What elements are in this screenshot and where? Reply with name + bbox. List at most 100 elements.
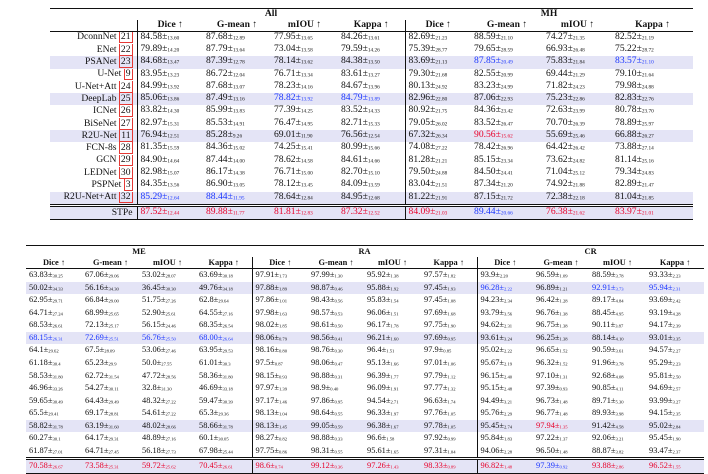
metric-std: 3.78 xyxy=(615,361,624,367)
metric-cell: 96.59±1.09 xyxy=(536,270,568,280)
metric-mean: 79.34 xyxy=(615,167,637,178)
table-row: BiSeNet 27 82.97±15.31 85.53±14.91 76.47±14… xyxy=(50,117,693,131)
metric-std: 1.74 xyxy=(447,399,456,405)
metric-std: 0.50 xyxy=(334,323,343,329)
metric-mean: 78.89 xyxy=(615,117,637,128)
metric-mean: 83.97 xyxy=(615,205,637,217)
metric-mean: 96.38 xyxy=(367,420,386,430)
metric-cell: 78.62±14.58 xyxy=(274,154,313,165)
metric-std: 24.88 xyxy=(435,170,448,177)
metric-cell: 78.14±13.62 xyxy=(271,56,338,69)
metric-std: 29.71 xyxy=(52,298,63,304)
metric-std: 2.22 xyxy=(504,286,513,292)
metric-cell: 97.45±1.93 xyxy=(421,281,478,295)
metric-mean: 95.76 xyxy=(480,408,500,418)
metric-cell: 85.29±12.64 xyxy=(137,191,203,206)
metric-std: 0.93 xyxy=(278,374,288,380)
metric-cell: 95.81±2.50 xyxy=(649,370,681,380)
column-header: mIOU ↑ xyxy=(377,258,408,268)
metric-std: 1.30 xyxy=(334,273,343,279)
metric-cell: 83.23±24.99 xyxy=(474,80,513,91)
metric-mean: 93.47 xyxy=(649,445,668,455)
method-name-cell: PSANet 23 xyxy=(50,56,138,69)
metric-std: 21.35 xyxy=(572,35,585,42)
metric-mean: 96.33 xyxy=(367,408,386,418)
metric-std: 21.13 xyxy=(435,59,448,66)
metric-mean: 59.65 xyxy=(29,395,48,405)
metric-cell: 73.04±13.58 xyxy=(274,43,313,54)
metric-cell: 47.72±28.56 xyxy=(142,370,176,380)
metric-cell: 78.89±25.97 xyxy=(615,117,654,128)
metric-cell: 89.88±11.77 xyxy=(203,205,271,220)
metric-cell: 68.00±26.64 xyxy=(196,331,253,345)
metric-std: 24.88 xyxy=(641,84,654,91)
metric-mean: 87.79 xyxy=(206,43,228,54)
metric-cell: 72.69±25.51 xyxy=(82,331,139,345)
metric-cell: 63.95±29.53 xyxy=(196,344,253,358)
table-row: DconnNet 21 84.58±13.60 87.68±12.89 77.95±1… xyxy=(50,31,693,44)
metric-cell: 98.33±0.89 xyxy=(421,458,478,474)
metric-std: 4.28 xyxy=(672,311,681,317)
table-body: DconnNet 21 84.58±13.60 87.68±12.89 77.95±1… xyxy=(50,31,694,220)
table-row: 58.82±31.78 63.19±31.60 48.02±28.66 58.66±3… xyxy=(26,419,705,433)
metric-cell: 95.02±2.22 xyxy=(480,345,513,355)
metric-mean: 79.59 xyxy=(341,43,363,54)
metric-mean: 76.94 xyxy=(140,130,163,141)
metric-std: 12.54 xyxy=(367,133,380,140)
metric-mean: 83.04 xyxy=(408,179,431,190)
metric-mean: 52.90 xyxy=(142,307,161,317)
metric-cell: 73.88±27.14 xyxy=(615,142,654,153)
metric-mean: 96.6 xyxy=(367,433,382,443)
metric-mean: 46.96 xyxy=(29,383,48,393)
metric-mean: 78.42 xyxy=(474,142,496,153)
metric-cell: 92.91±3.73 xyxy=(589,281,647,295)
metric-std: 1.46 xyxy=(278,399,288,405)
metric-cell: 76.47±14.95 xyxy=(274,117,313,128)
metric-std: 4.84 xyxy=(615,298,624,304)
method-name-cell: DeepLab 25 xyxy=(50,93,138,106)
metric-mean: 75.22 xyxy=(615,43,637,54)
metric-mean: 87.52 xyxy=(140,205,163,217)
metric-std: 13.62 xyxy=(300,59,313,66)
metric-mean: 84.38 xyxy=(341,56,363,67)
metric-cell: 97.9±0.85 xyxy=(421,344,478,358)
metric-cell: 97.10±1.31 xyxy=(536,370,568,380)
metric-mean: 93.69 xyxy=(649,295,668,305)
table-row: 58.53±31.80 62.72±31.54 47.72±28.56 58.36±3… xyxy=(26,369,704,383)
metric-std: 13.34 xyxy=(300,72,313,79)
metric-cell: 98.13±1.45 xyxy=(252,419,308,433)
metric-std: 13.92 xyxy=(300,96,313,103)
metric-cell: 85.53±14.91 xyxy=(206,117,245,128)
metric-mean: 63.69 xyxy=(199,270,218,280)
metric-mean: 36.45 xyxy=(142,282,161,292)
metric-std: 31.80 xyxy=(52,374,63,380)
metric-cell: 85.06±13.86 xyxy=(137,93,203,106)
metric-cell: 97.78±1.05 xyxy=(421,419,478,433)
metric-mean: 63.19 xyxy=(85,420,104,430)
metric-cell: 82.83±22.76 xyxy=(612,93,694,106)
metric-mean: 70.58 xyxy=(29,461,48,471)
metric-cell: 67.98±25.44 xyxy=(196,444,253,459)
metric-cell: 67.32±26.34 xyxy=(405,130,472,143)
metric-mean: 83.23 xyxy=(474,80,496,91)
metric-cell: 93.79±3.56 xyxy=(480,307,513,317)
metric-mean: 82.69 xyxy=(408,31,431,42)
metric-cell: 96.6±1.58 xyxy=(367,433,395,443)
method-name-cell: DconnNet 21 xyxy=(50,31,138,44)
metric-cell: 61.01±30.3 xyxy=(196,357,253,370)
metric-std: 13.58 xyxy=(300,47,313,54)
metric-mean: 96.15 xyxy=(480,370,500,380)
metric-std: 9.26 xyxy=(232,133,243,140)
metric-std: 21.23 xyxy=(435,35,448,42)
metric-std: 31.78 xyxy=(222,424,233,430)
metric-std: 1.67 xyxy=(390,424,399,430)
metric-std: 1.58 xyxy=(386,436,395,442)
metric-mean: 72.63 xyxy=(546,105,568,116)
metric-cell: 99.12±0.36 xyxy=(308,458,364,474)
metric-std: 1.91 xyxy=(390,386,399,392)
metric-mean: 83.52 xyxy=(341,105,363,116)
metric-cell: 71.82±24.23 xyxy=(546,80,585,91)
metric-std: 14.30 xyxy=(167,108,180,115)
metric-std: 15.33 xyxy=(367,121,380,128)
metric-std: 26.96 xyxy=(500,145,513,152)
